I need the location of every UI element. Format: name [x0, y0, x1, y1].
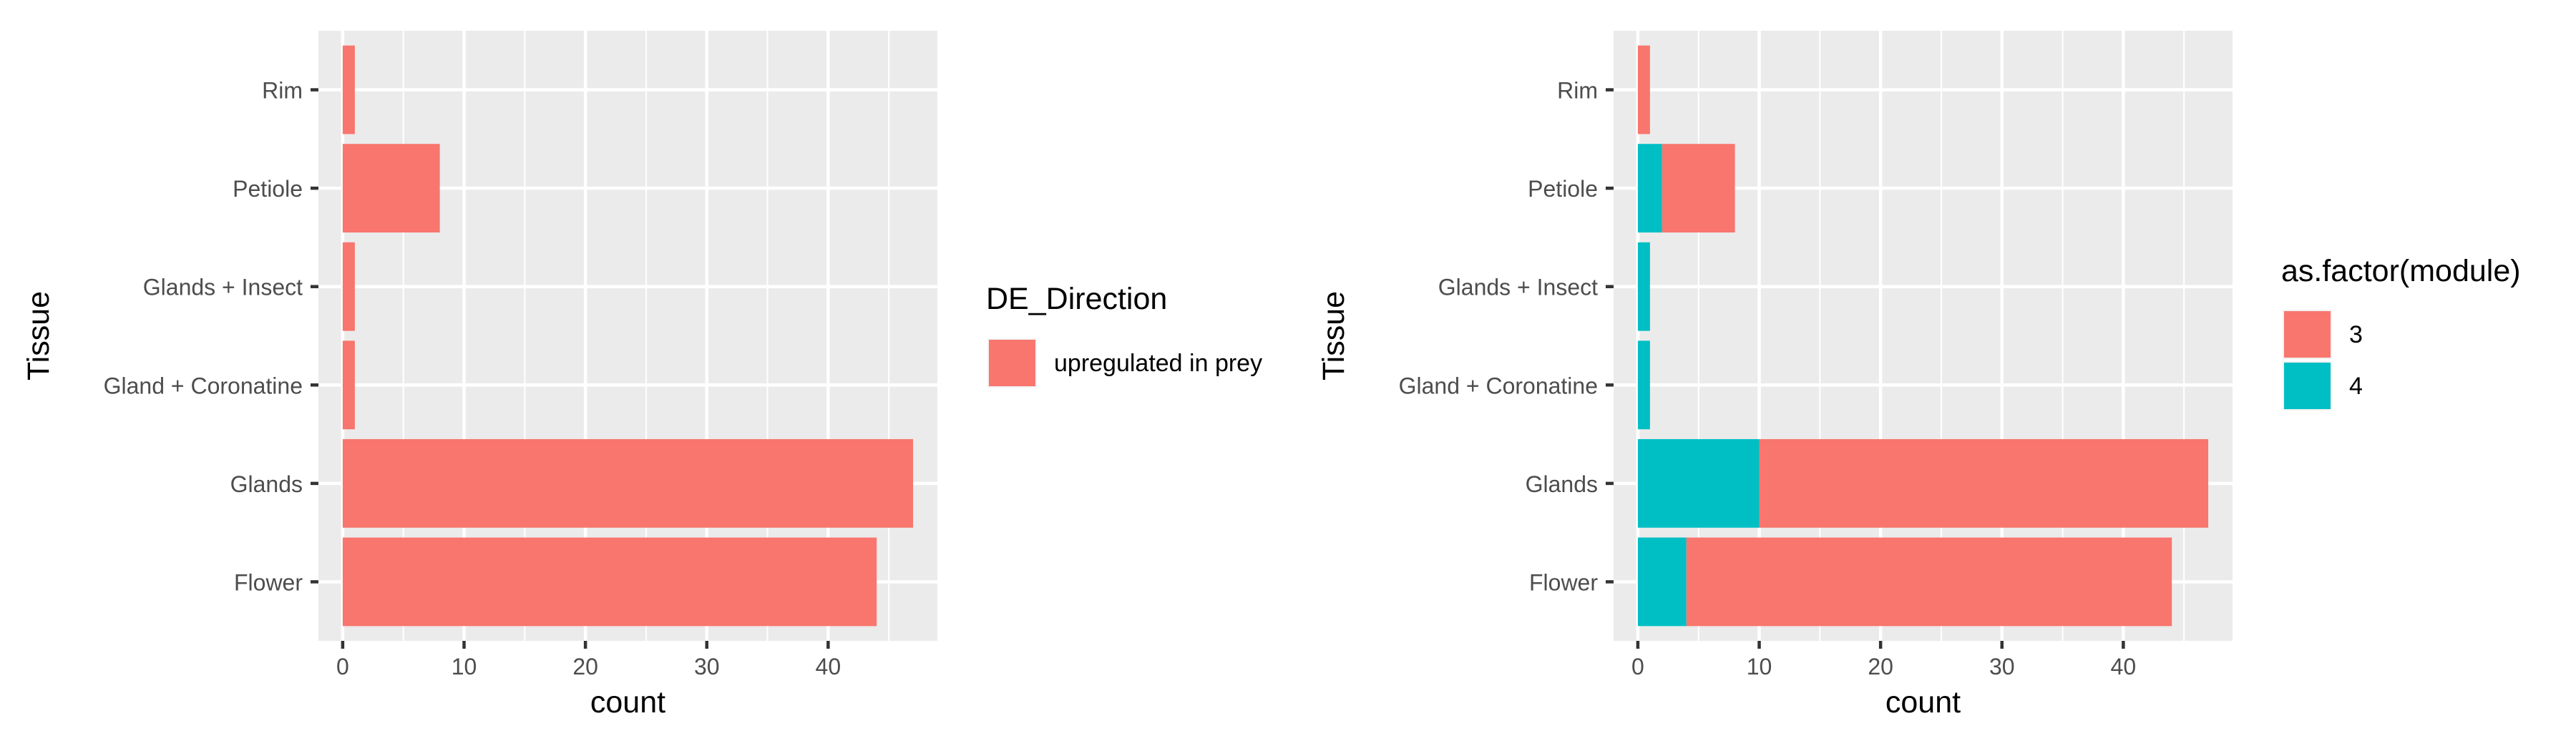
x-tick-label: 40 [816, 654, 841, 679]
bar-gland-coronatine-series-4 [1637, 340, 1650, 430]
y-tick-label: Glands + Insect [1438, 275, 1598, 300]
legend-label: 4 [2349, 373, 2363, 400]
y-axis-title: Tissue [21, 291, 56, 381]
legend-label: 3 [2349, 321, 2363, 348]
legend-title: as.factor(module) [2281, 254, 2521, 288]
bar-glands-insect-series-4 [1637, 242, 1650, 331]
bar-flower-series-upregulated-in-prey [342, 537, 877, 627]
x-tick-label: 20 [1868, 654, 1893, 679]
x-tick-label: 10 [1747, 654, 1772, 679]
bar-rim-series-3 [1637, 45, 1650, 134]
y-tick-label: Rim [1557, 78, 1598, 104]
bar-flower-series-3 [1686, 537, 2172, 627]
legend-label: upregulated in prey [1054, 350, 1262, 377]
y-tick-label: Flower [1529, 569, 1598, 595]
bar-flower-series-4 [1637, 537, 1687, 627]
y-tick-label: Petiole [233, 176, 303, 202]
y-tick-label: Gland + Coronatine [1399, 373, 1598, 398]
x-tick-label: 10 [452, 654, 477, 679]
y-axis-title: Tissue [1317, 291, 1351, 381]
y-tick-label: Gland + Coronatine [104, 373, 303, 398]
y-tick-label: Rim [262, 78, 303, 104]
x-axis-title: count [590, 685, 665, 720]
y-tick-label: Flower [234, 569, 303, 595]
bar-petiole-series-upregulated-in-prey [342, 144, 440, 233]
x-tick-label: 20 [572, 654, 598, 679]
y-tick-label: Glands + Insect [143, 275, 303, 300]
bar-rim-series-upregulated-in-prey [342, 45, 355, 134]
bar-glands-series-upregulated-in-prey [342, 438, 914, 528]
legend-swatch-4 [2284, 363, 2331, 409]
y-tick-label: Glands [230, 471, 303, 497]
x-tick-label: 0 [336, 654, 349, 679]
x-tick-label: 40 [2111, 654, 2137, 679]
bar-glands-series-3 [1759, 438, 2209, 528]
y-tick-label: Petiole [1528, 176, 1598, 202]
x-tick-label: 30 [694, 654, 720, 679]
y-tick-label: Glands [1526, 471, 1598, 497]
bar-glands-insect-series-upregulated-in-prey [342, 242, 355, 331]
bar-petiole-series-3 [1662, 144, 1735, 233]
x-tick-label: 0 [1631, 654, 1644, 679]
bar-gland-coronatine-series-upregulated-in-prey [342, 340, 355, 430]
legend-swatch-upregulated-in-prey [989, 340, 1035, 386]
legend-swatch-3 [2284, 311, 2331, 358]
legend-title: DE_Direction [986, 282, 1167, 316]
bar-glands-series-4 [1637, 438, 1760, 528]
bar-petiole-series-4 [1637, 144, 1662, 233]
x-tick-label: 30 [1989, 654, 2015, 679]
x-axis-title: count [1885, 685, 1961, 720]
